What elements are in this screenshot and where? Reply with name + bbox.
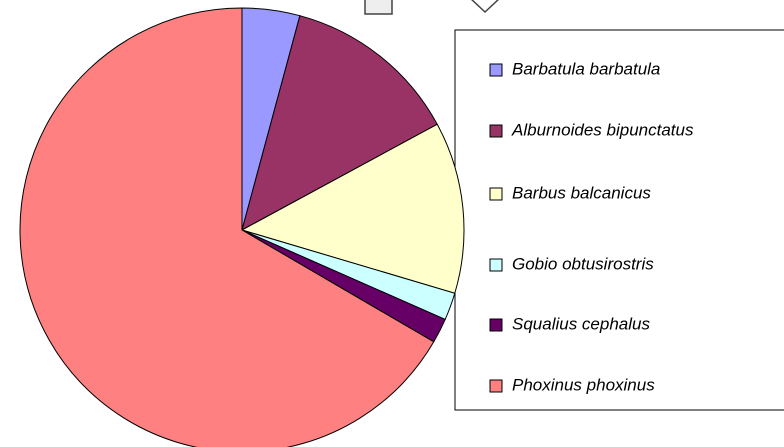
- legend-swatch: [489, 318, 503, 332]
- legend-box: [454, 29, 784, 411]
- shape-fragment: [471, 0, 499, 14]
- legend-label: Gobio obtusirostris: [512, 254, 654, 273]
- legend-swatch: [489, 124, 503, 138]
- pie-slice: [19, 7, 435, 447]
- shape-fragment: [364, 0, 393, 15]
- legend-label: Phoxinus phoxinus: [512, 375, 655, 394]
- pie-slice: [240, 123, 465, 294]
- legend-label: Alburnoides bipunctatus: [511, 120, 694, 139]
- pie-slice: [241, 15, 438, 231]
- legend-swatch: [489, 258, 503, 272]
- legend-swatch: [489, 187, 503, 201]
- legend-label: Barbus balcanicus: [512, 183, 651, 202]
- legend-label: Squalius cephalus: [512, 314, 650, 333]
- legend-swatch: [489, 379, 503, 393]
- legend-label: Barbatula barbatula: [512, 59, 660, 78]
- legend-swatch: [489, 63, 503, 77]
